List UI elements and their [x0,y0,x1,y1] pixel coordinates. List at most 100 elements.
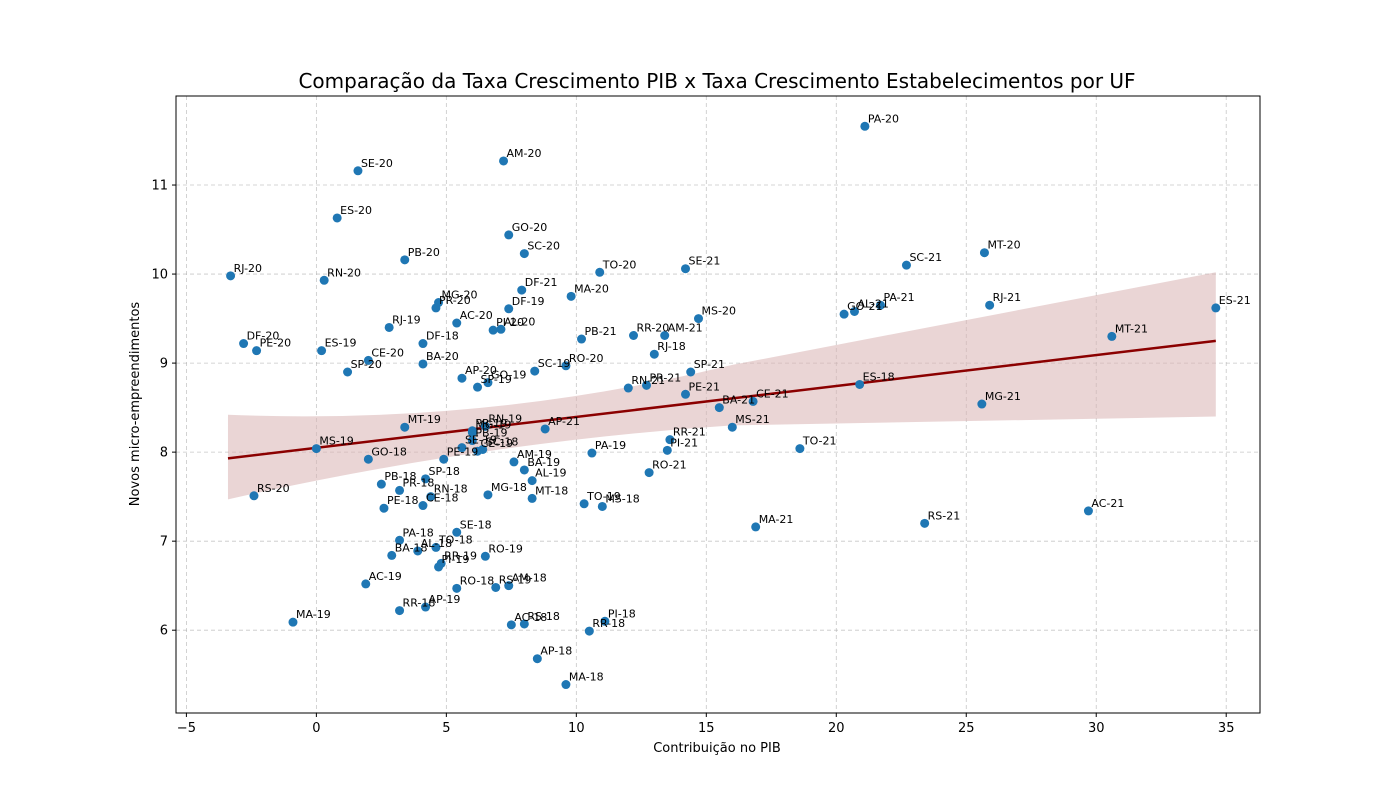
point-label: SC-20 [527,240,560,253]
data-point [519,619,529,629]
data-point [317,346,327,356]
point-label: BA-18 [395,541,428,554]
data-point [395,535,405,545]
x-tick-label: 25 [958,721,975,736]
x-axis-ticks: −5 0 5 10 15 20 25 30 35 [177,713,1234,736]
point-label: RR-18 [403,597,436,610]
data-point [496,324,506,334]
data-point [527,476,537,486]
data-point [839,309,849,319]
data-point [418,359,428,369]
point-label: DF-21 [525,276,558,289]
data-point [418,501,428,511]
data-point [504,581,514,591]
point-label: RN-19 [488,412,522,425]
data-point [363,355,373,365]
point-label: PE-19 [447,445,479,458]
point-label: MG-19 [475,419,511,432]
y-tick-label: 11 [151,179,168,194]
y-axis-ticks: 6 7 8 9 10 11 [151,179,176,639]
data-point [413,546,423,556]
data-point [597,501,607,511]
y-tick-label: 9 [160,357,168,372]
data-point [499,156,509,166]
point-label: AP-21 [548,415,580,428]
data-point [595,267,605,277]
plot-frame [175,95,1261,714]
point-label: ES-20 [340,204,372,217]
point-label: PA-19 [595,439,626,452]
data-point [491,582,501,592]
data-point [343,367,353,377]
data-point [662,445,672,455]
data-point [530,366,540,376]
data-point [504,230,514,240]
point-label: MT-19 [408,413,441,426]
data-point [363,454,373,464]
regression-line [227,339,1216,460]
point-label: BA-20 [426,350,459,363]
data-point [504,304,514,314]
data-point [478,444,488,454]
data-point [660,330,670,340]
data-point [694,314,704,324]
point-label: SE-20 [361,157,393,170]
point-label: AC-21 [1091,497,1124,510]
point-label: GO-19 [491,369,526,382]
point-label: SC-21 [909,251,942,264]
point-label: DF-20 [247,330,280,343]
data-point [395,485,405,495]
data-point [795,444,805,454]
point-label: RJ-21 [993,291,1021,304]
data-point [400,255,410,265]
x-tick-label: 0 [312,721,320,736]
data-point [751,522,761,532]
point-label: MG-18 [491,481,527,494]
point-label: AP-18 [540,645,572,658]
data-point [979,248,989,258]
data-point [379,503,389,513]
data-point [457,373,467,383]
data-point [434,562,444,572]
point-label: AL-21 [857,297,888,310]
data-point [566,291,576,301]
data-point [517,285,527,295]
point-label: SE-21 [689,255,721,268]
y-tick-label: 10 [151,268,168,283]
data-point [532,654,542,664]
point-label: MS-20 [702,305,736,318]
point-label: PI-19 [442,553,470,566]
point-label: DF-19 [512,295,545,308]
data-point [431,542,441,552]
point-label: TO-19 [586,490,621,503]
point-label: MA-18 [569,671,604,684]
point-label: BA-21 [722,394,755,407]
data-point [644,468,654,478]
data-point [727,422,737,432]
data-point [1211,303,1221,313]
data-point [452,583,462,593]
data-point [875,300,885,310]
data-point [623,383,633,393]
point-label: RO-19 [488,542,523,555]
point-label: RJ-20 [234,262,262,275]
data-point [400,422,410,432]
point-label: AL-18 [421,537,452,550]
data-point [384,322,394,332]
point-labels: PA-20 AM-20 SE-20 ES-20 GO-20 SC-20 MT-20 PB-20… [234,112,1251,683]
data-point [665,435,675,445]
data-point [467,436,477,446]
data-point [421,474,431,484]
x-tick-label: 15 [698,721,715,736]
point-label: CE-19 [481,437,514,450]
point-label: CE-21 [756,387,789,400]
point-label: RO-21 [652,459,687,472]
data-point [480,551,490,561]
data-point [506,620,516,630]
data-point [457,443,467,453]
data-point [629,330,639,340]
point-label: SC-18 [486,435,519,448]
data-point [483,490,493,500]
point-label: AL-19 [535,467,566,480]
